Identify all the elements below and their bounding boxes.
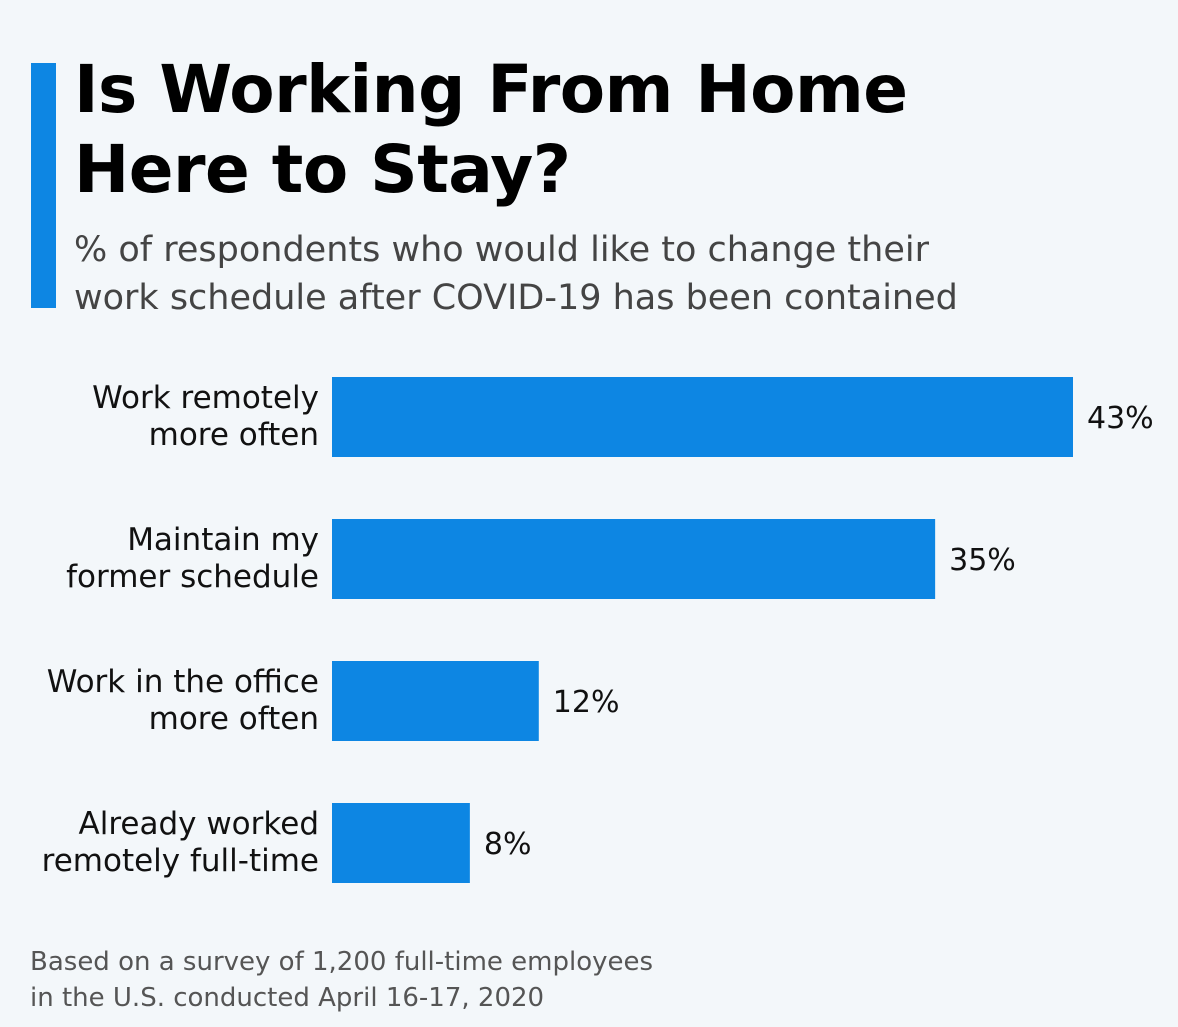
category-label-line: more often <box>149 701 319 737</box>
subtitle-line: % of respondents who would like to chang… <box>74 230 929 270</box>
source-note: Based on a survey of 1,200 full-time emp… <box>30 944 653 1016</box>
title-line: Is Working From Home <box>74 51 908 128</box>
category-label-line: Work remotely <box>92 380 319 416</box>
bar <box>332 661 539 741</box>
chart-title: Is Working From Home Here to Stay? <box>74 50 1134 210</box>
category-label: Maintain my former schedule <box>66 522 319 595</box>
category-label-line: former schedule <box>66 559 319 595</box>
source-line: in the U.S. conducted April 16-17, 2020 <box>30 983 545 1013</box>
subtitle-line: work schedule after COVID-19 has been co… <box>74 278 958 318</box>
category-label-line: remotely full-time <box>42 843 319 879</box>
bar <box>332 803 470 883</box>
bar <box>332 377 1073 457</box>
category-label-line: more often <box>149 417 319 453</box>
category-label: Work remotely more often <box>92 380 319 453</box>
accent-bar <box>31 63 56 308</box>
category-label-line: Already worked <box>79 806 320 842</box>
category-label-line: Maintain my <box>127 522 319 558</box>
chart-subtitle: % of respondents who would like to chang… <box>74 226 1154 322</box>
value-label: 35% <box>949 543 1016 578</box>
source-line: Based on a survey of 1,200 full-time emp… <box>30 947 654 977</box>
value-label: 8% <box>484 827 532 862</box>
bar <box>332 519 936 599</box>
category-label: Already worked remotely full-time <box>42 806 319 879</box>
value-label: 43% <box>1087 401 1154 436</box>
category-label: Work in the office more often <box>47 664 319 737</box>
title-line: Here to Stay? <box>74 131 571 208</box>
value-label: 12% <box>553 685 620 720</box>
category-label-line: Work in the office <box>47 664 319 700</box>
